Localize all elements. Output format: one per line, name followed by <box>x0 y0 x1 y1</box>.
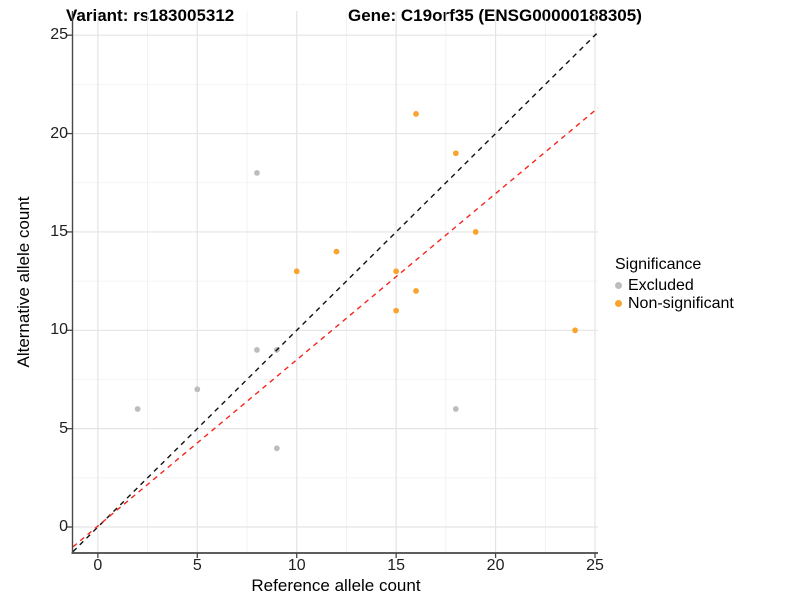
y-tick-label: 0 <box>59 518 68 536</box>
data-point-non-significant <box>572 327 579 334</box>
data-point-non-significant <box>472 229 479 235</box>
y-tick-label: 15 <box>50 222 68 240</box>
y-tick-label: 10 <box>50 321 68 339</box>
data-point-non-significant <box>333 248 340 255</box>
fit-line <box>72 107 599 548</box>
x-tick-label: 5 <box>192 557 202 574</box>
data-point-non-significant <box>413 110 419 117</box>
legend-item-excluded: Excluded <box>615 277 734 294</box>
legend-item-label: Excluded <box>628 276 694 294</box>
data-point-non-significant <box>452 150 459 157</box>
legend-item-non-significant: Non-significant <box>615 295 734 312</box>
legend-dot-icon <box>615 300 622 307</box>
data-point-non-significant <box>393 268 400 275</box>
x-tick-label: 20 <box>486 557 505 574</box>
y-tick-label: 20 <box>50 124 68 142</box>
data-point-excluded <box>194 386 201 393</box>
data-point-excluded <box>254 170 260 176</box>
gene-title: Gene: C19orf35 (ENSG00000188305) <box>348 6 642 25</box>
x-tick-label: 25 <box>586 557 604 574</box>
x-tick-label: 0 <box>93 557 103 574</box>
x-tick-label: 10 <box>287 557 306 574</box>
legend: Significance Excluded Non-significant <box>615 256 734 313</box>
y-tick-label: 25 <box>50 26 68 44</box>
data-point-excluded <box>134 406 141 412</box>
legend-title: Significance <box>615 256 702 273</box>
data-point-excluded <box>452 406 459 412</box>
data-point-non-significant <box>413 288 419 294</box>
variant-title: Variant: rs183005312 <box>66 6 235 25</box>
y-tick-label: 5 <box>59 419 68 437</box>
data-point-non-significant <box>293 268 300 275</box>
identity-line <box>72 31 599 553</box>
legend-items: Excluded Non-significant <box>615 277 734 312</box>
data-point-excluded <box>273 445 280 452</box>
data-point-excluded <box>254 347 260 353</box>
legend-item-label: Non-significant <box>628 294 734 312</box>
x-tick-label: 15 <box>387 557 406 574</box>
data-point-non-significant <box>393 307 400 314</box>
legend-dot-icon <box>615 282 622 289</box>
x-axis-title: Reference allele count <box>251 576 421 595</box>
